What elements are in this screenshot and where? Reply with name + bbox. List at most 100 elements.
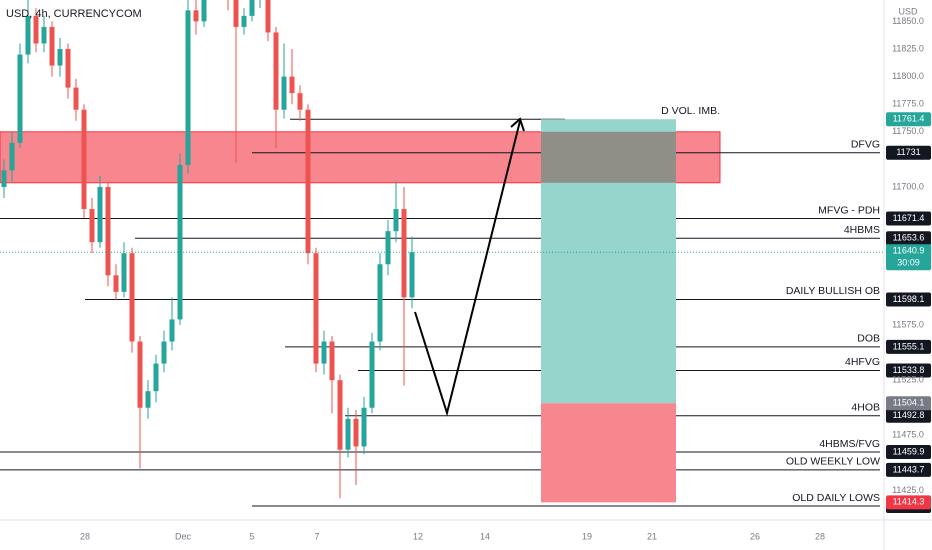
candle-body <box>385 231 391 265</box>
price-badge-label: 11533.8 <box>893 365 925 375</box>
candle-body <box>393 209 399 232</box>
candle-body <box>377 264 383 342</box>
candle-body <box>401 209 407 298</box>
candle-body <box>161 341 167 364</box>
candle-body <box>65 49 71 88</box>
level-label: DFVG <box>851 139 880 151</box>
candle-body <box>89 209 95 243</box>
candle-body <box>305 109 311 254</box>
price-badge <box>886 339 931 354</box>
candle-body <box>17 54 23 143</box>
candle-body <box>129 253 135 342</box>
candle-body <box>297 93 303 110</box>
x-tick-label: 28 <box>815 531 825 541</box>
candle-body <box>97 186 103 243</box>
currency: USD <box>898 6 918 16</box>
level-label: 4HBMS <box>844 224 880 236</box>
candle-body <box>409 252 415 298</box>
candle-body <box>361 407 367 447</box>
level-label: 4HFVG <box>845 356 880 368</box>
price-badge-label: 11414.3 <box>893 497 925 507</box>
x-tick-label: 7 <box>314 531 319 541</box>
price-badge <box>886 462 931 477</box>
x-tick-label: 12 <box>413 531 423 541</box>
candle-body <box>153 363 159 392</box>
price-badge <box>886 408 931 423</box>
candle-body <box>321 341 327 364</box>
candle-body <box>329 341 335 381</box>
candle-body <box>169 319 175 342</box>
candle-body <box>113 275 119 292</box>
level-label: 4HOB <box>851 401 880 413</box>
y-tick-label: 11800.0 <box>892 71 924 81</box>
last-price-label: 11640.9 <box>893 246 925 256</box>
chart-title: USD, 4h, CURRENCYCOM <box>6 8 142 20</box>
candle-body <box>185 10 191 165</box>
candle-body <box>41 26 47 44</box>
candle-body <box>33 15 39 44</box>
y-tick-label: 11825.0 <box>892 43 924 53</box>
price-badge-label: 11761.4 <box>893 114 925 124</box>
candle-body <box>337 380 343 450</box>
position-stop <box>541 403 676 503</box>
price-badge-label: 11504.1 <box>893 398 925 408</box>
price-badge <box>886 112 931 127</box>
candle-body <box>241 15 247 27</box>
y-tick-label: 11475.0 <box>892 430 924 440</box>
candle-body <box>49 26 55 66</box>
price-badge <box>886 145 931 160</box>
price-badge-label: 11731 <box>896 147 920 157</box>
y-tick-label: 11775.0 <box>892 99 924 109</box>
y-tick-label: 11700.0 <box>892 181 924 191</box>
x-tick-label: 28 <box>80 531 90 541</box>
candle-body <box>345 418 351 450</box>
candle-body <box>25 15 31 55</box>
price-badge-label: 11459.9 <box>893 446 925 456</box>
price-badge-label: 11598.1 <box>893 294 925 304</box>
price-badge <box>886 231 931 246</box>
price-badge-label: 11671.4 <box>893 213 925 223</box>
price-badge <box>886 445 931 460</box>
candle-body <box>313 253 319 364</box>
price-badge-label: 11653.6 <box>893 233 925 243</box>
candle-body <box>369 341 375 408</box>
candle-body <box>121 253 127 292</box>
candle-body <box>1 170 7 187</box>
y-tick-label: 11425.0 <box>892 485 924 495</box>
plot-area <box>0 0 884 507</box>
price-badge <box>886 396 931 411</box>
candle-body <box>233 0 239 27</box>
last-price-badge <box>886 244 931 271</box>
price-badge-label: 11443.7 <box>893 464 925 474</box>
candle-body <box>57 49 63 66</box>
x-tick-label: 19 <box>582 531 592 541</box>
candle-body <box>145 391 151 408</box>
arrow-head <box>510 117 525 132</box>
price-badge-label: 11555.1 <box>893 341 925 351</box>
countdown: 30:09 <box>897 258 920 268</box>
zone-overlap <box>541 131 676 183</box>
level-label: 4HBMS/FVG <box>819 438 880 450</box>
candle-body <box>201 0 207 22</box>
level-label: OLD WEEKLY LOW <box>786 456 880 468</box>
price-badge <box>886 363 931 378</box>
x-tick-label: 26 <box>750 531 760 541</box>
level-label: DOB <box>857 333 880 345</box>
level-label: DAILY BULLISH OB <box>786 285 880 297</box>
price-badge <box>886 211 931 226</box>
candle-body <box>137 341 143 408</box>
candle-body <box>81 109 87 210</box>
projection-arrow <box>414 120 521 417</box>
price-badge <box>886 495 931 510</box>
candle-body <box>9 142 15 171</box>
candle-body <box>353 418 359 447</box>
candle-body <box>289 76 295 94</box>
level-label: OLD DAILY LOWS <box>792 492 880 504</box>
x-tick-label: 14 <box>480 531 490 541</box>
candle-body <box>249 0 255 16</box>
price-badge <box>886 292 931 307</box>
level-label: D VOL. IMB. <box>661 105 720 117</box>
x-tick-label: 5 <box>249 531 254 541</box>
